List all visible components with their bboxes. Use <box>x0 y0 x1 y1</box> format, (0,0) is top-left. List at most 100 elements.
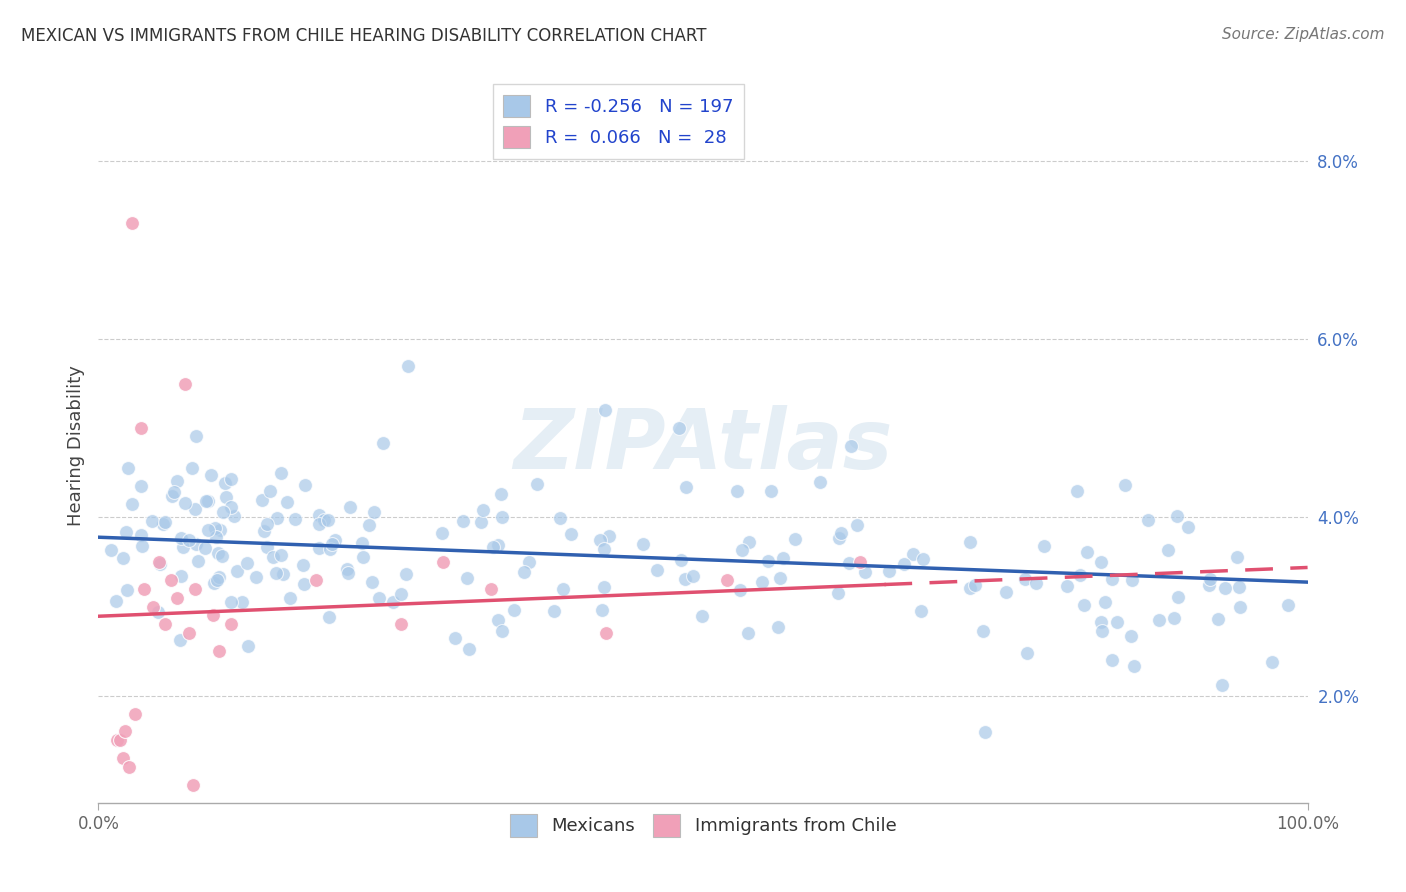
Point <box>598 528 620 542</box>
Point <box>595 626 617 640</box>
Point <box>160 489 183 503</box>
Point <box>117 460 139 475</box>
Point <box>371 436 394 450</box>
Point <box>235 556 257 570</box>
Point <box>207 546 229 560</box>
Point <box>482 541 505 555</box>
Point <box>368 591 391 606</box>
Point <box>363 505 385 519</box>
Point <box>166 474 188 488</box>
Point <box>1226 550 1249 565</box>
Point <box>828 531 851 545</box>
Point <box>129 479 152 493</box>
Point <box>1206 612 1229 626</box>
Point <box>673 572 696 586</box>
Point <box>830 526 852 541</box>
Point <box>675 480 697 494</box>
Point <box>1114 478 1136 492</box>
Point <box>486 613 509 627</box>
Point <box>550 511 572 525</box>
Point <box>219 472 242 486</box>
Point <box>965 577 987 591</box>
Point <box>1229 600 1251 615</box>
Point <box>389 586 412 600</box>
Point <box>481 582 503 596</box>
Point <box>772 551 794 566</box>
Y-axis label: Hearing Disability: Hearing Disability <box>66 366 84 526</box>
Point <box>121 216 143 230</box>
Point <box>174 496 197 510</box>
Point <box>959 535 981 549</box>
Point <box>1090 555 1112 569</box>
Point <box>382 594 405 608</box>
Point <box>853 565 876 579</box>
Point <box>194 541 217 555</box>
Point <box>671 552 693 566</box>
Point <box>728 582 751 597</box>
Point <box>491 624 513 638</box>
Point <box>208 644 231 658</box>
Point <box>432 555 454 569</box>
Point <box>231 595 253 609</box>
Point <box>756 554 779 568</box>
Point <box>839 439 862 453</box>
Point <box>200 467 222 482</box>
Point <box>1136 513 1159 527</box>
Point <box>1094 595 1116 609</box>
Point <box>118 760 141 774</box>
Point <box>682 569 704 583</box>
Point <box>491 510 513 524</box>
Point <box>593 403 616 417</box>
Point <box>1121 629 1143 643</box>
Point <box>879 564 901 578</box>
Point <box>105 733 128 747</box>
Point <box>589 533 612 547</box>
Point <box>121 497 143 511</box>
Point <box>314 514 336 528</box>
Point <box>212 505 235 519</box>
Point <box>108 733 131 747</box>
Point <box>114 524 136 539</box>
Point <box>170 531 193 545</box>
Point <box>1073 598 1095 612</box>
Point <box>808 475 831 490</box>
Point <box>1156 543 1178 558</box>
Point <box>308 517 330 532</box>
Point <box>214 490 236 504</box>
Point <box>114 724 136 739</box>
Point <box>181 778 204 792</box>
Point <box>292 577 315 591</box>
Point <box>292 558 315 573</box>
Point <box>308 508 330 522</box>
Point <box>197 493 219 508</box>
Point <box>838 556 860 570</box>
Point <box>187 554 209 568</box>
Point <box>152 517 174 532</box>
Point <box>846 518 869 533</box>
Point <box>170 569 193 583</box>
Point <box>153 617 176 632</box>
Point <box>457 642 479 657</box>
Point <box>316 513 339 527</box>
Point <box>456 571 478 585</box>
Point <box>972 624 994 638</box>
Point <box>1166 509 1188 524</box>
Point <box>486 538 509 552</box>
Point <box>1056 579 1078 593</box>
Point <box>208 570 231 584</box>
Point <box>994 585 1017 599</box>
Point <box>111 751 134 765</box>
Point <box>1090 615 1112 630</box>
Point <box>172 540 194 554</box>
Point <box>148 557 170 571</box>
Point <box>903 547 925 561</box>
Point <box>263 550 285 565</box>
Point <box>224 508 246 523</box>
Point <box>1017 646 1039 660</box>
Point <box>593 542 616 557</box>
Point <box>142 599 165 614</box>
Point <box>270 467 292 481</box>
Point <box>593 580 616 594</box>
Point <box>319 542 342 557</box>
Point <box>115 583 138 598</box>
